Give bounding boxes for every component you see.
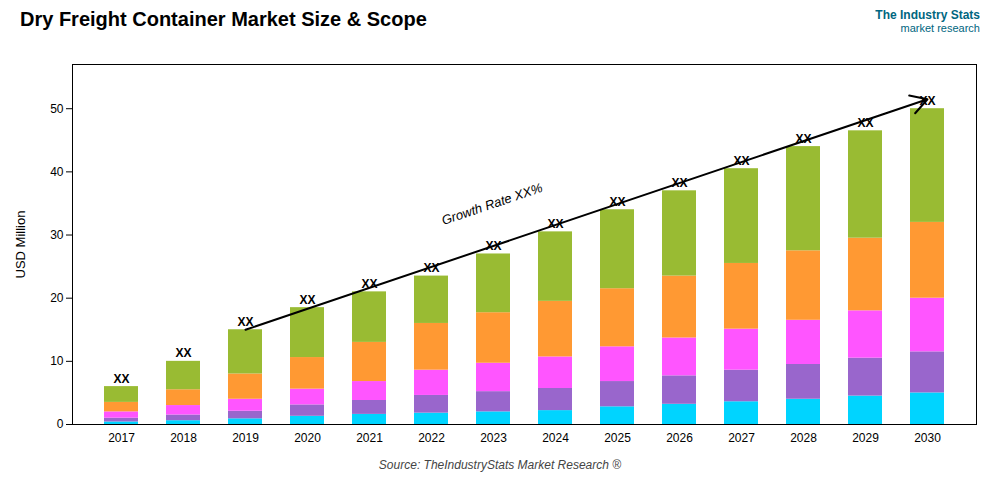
svg-text:50: 50 <box>50 102 64 116</box>
html-text:The Industry Stats: The Industry Stats <box>875 8 980 22</box>
svg-text:10: 10 <box>50 354 64 368</box>
svg-text:USD Million: USD Million <box>13 211 28 279</box>
svg-text:2019: 2019 <box>232 431 259 445</box>
svg-text:XX: XX <box>361 276 378 291</box>
svg-text:2024: 2024 <box>542 431 569 445</box>
svg-text:XX: XX <box>795 131 812 146</box>
svg-text:XX: XX <box>547 216 564 231</box>
svg-text:20: 20 <box>50 291 64 305</box>
svg-text:2030: 2030 <box>914 431 941 445</box>
svg-text:30: 30 <box>50 228 64 242</box>
svg-text:2023: 2023 <box>480 431 507 445</box>
svg-text:XX: XX <box>485 239 502 253</box>
svg-text:2020: 2020 <box>294 431 321 445</box>
html-text:Dry Freight Container Market S: Dry Freight Container Market Size & Scop… <box>20 8 427 30</box>
svg-text:XX: XX <box>113 372 129 386</box>
svg-text:XX: XX <box>175 346 191 360</box>
svg-text:0: 0 <box>57 417 64 431</box>
svg-text:XX: XX <box>609 194 626 209</box>
svg-text:40: 40 <box>50 165 64 179</box>
svg-text:XX: XX <box>671 175 688 190</box>
svg-text:XX: XX <box>857 115 874 130</box>
svg-text:2025: 2025 <box>604 431 631 445</box>
svg-text:XX: XX <box>423 261 440 276</box>
html-text:market research: market research <box>900 22 980 34</box>
svg-text:2021: 2021 <box>356 431 383 445</box>
svg-text:XX: XX <box>237 315 253 329</box>
svg-text:2017: 2017 <box>108 431 135 445</box>
svg-text:2028: 2028 <box>790 431 817 445</box>
svg-text:Growth Rate XX%: Growth Rate XX% <box>440 180 545 228</box>
svg-text:XX: XX <box>299 293 315 307</box>
svg-text:XX: XX <box>733 153 750 168</box>
svg-text:2018: 2018 <box>170 431 197 445</box>
svg-text:2027: 2027 <box>728 431 755 445</box>
html-text:Source: TheIndustryStats Marke: Source: TheIndustryStats Market Research… <box>378 458 622 472</box>
svg-text:XX: XX <box>919 93 936 108</box>
svg-text:2022: 2022 <box>418 431 445 445</box>
svg-text:2029: 2029 <box>852 431 879 445</box>
svg-text:2026: 2026 <box>666 431 693 445</box>
